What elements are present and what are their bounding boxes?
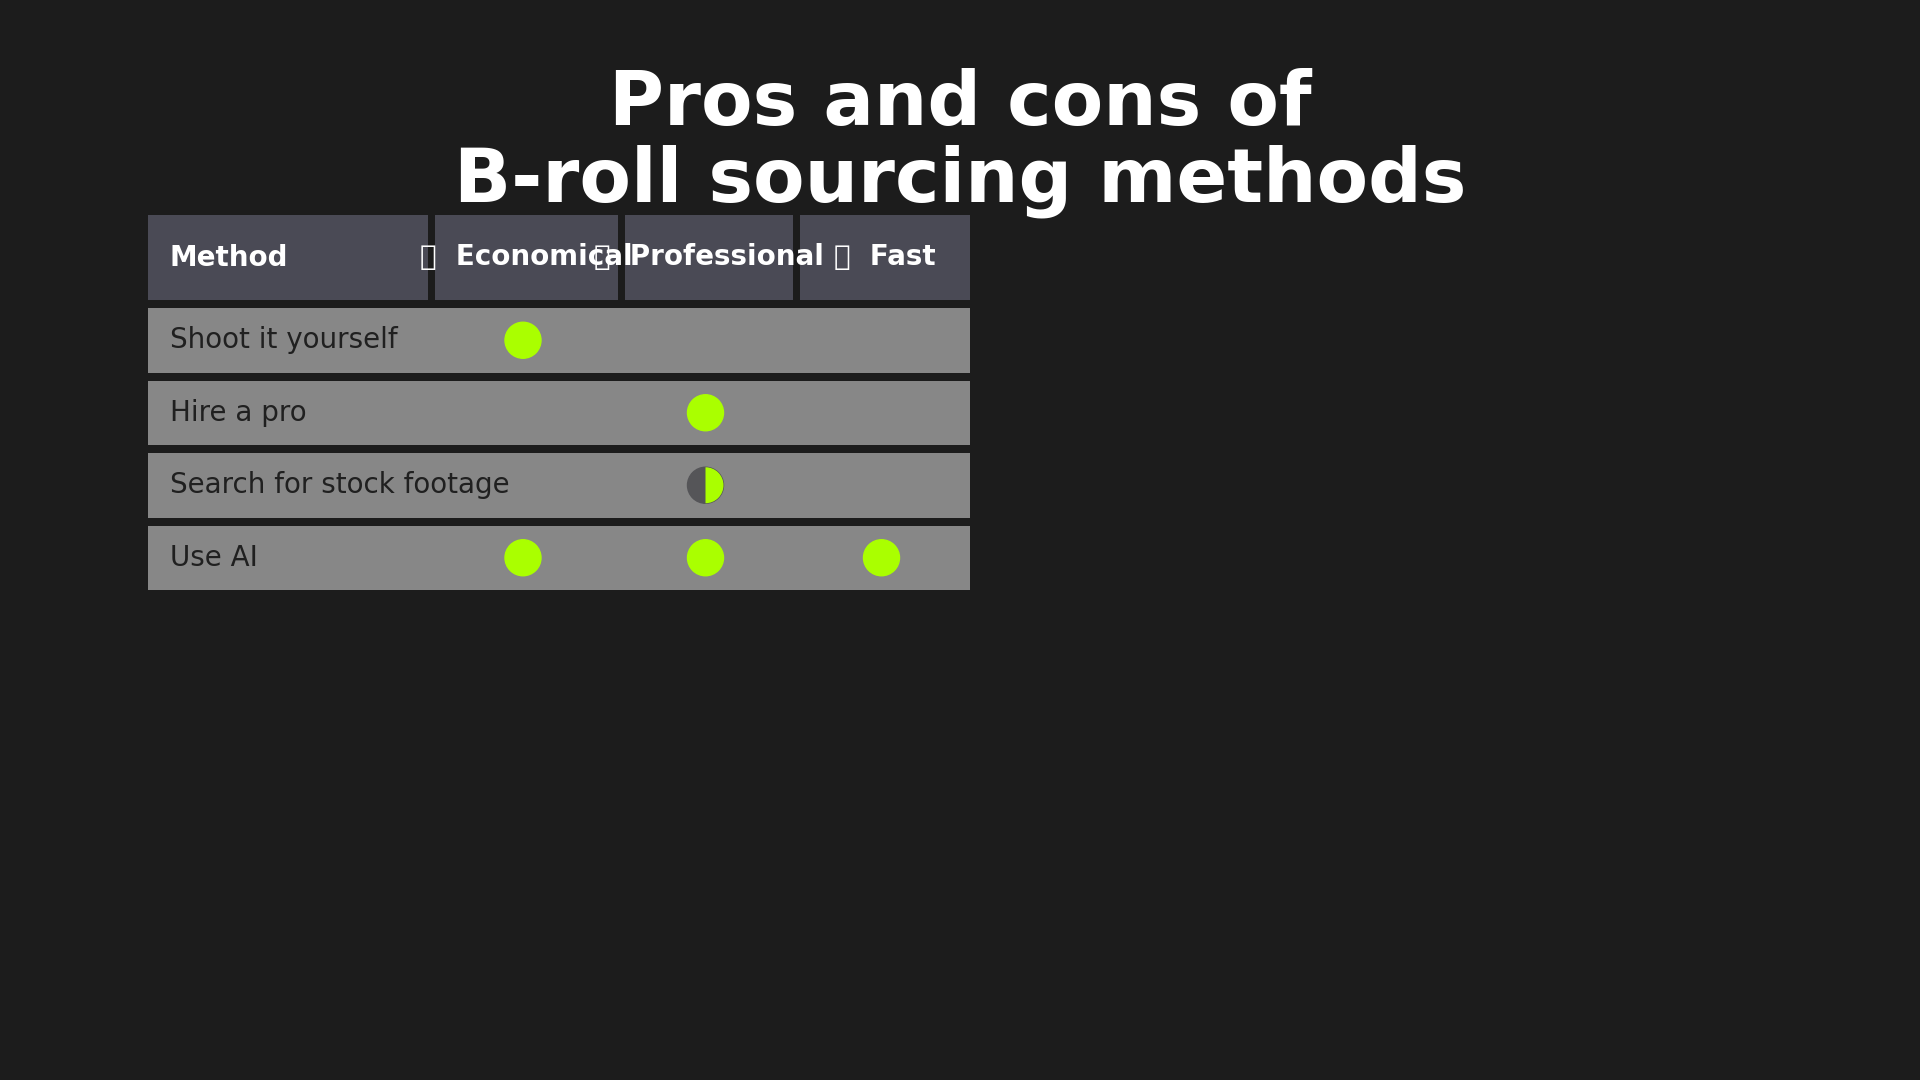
Text: Method: Method xyxy=(171,243,288,271)
Text: Use AI: Use AI xyxy=(171,543,257,571)
Text: B-roll sourcing methods: B-roll sourcing methods xyxy=(453,145,1467,218)
Bar xyxy=(626,215,793,300)
Circle shape xyxy=(864,540,899,576)
Bar xyxy=(801,215,970,300)
Bar xyxy=(148,453,970,517)
Text: 🌟  Professional: 🌟 Professional xyxy=(593,243,824,271)
Bar xyxy=(436,215,618,300)
Bar xyxy=(148,526,970,590)
Text: Shoot it yourself: Shoot it yourself xyxy=(171,326,397,354)
Circle shape xyxy=(505,540,541,576)
Text: Hire a pro: Hire a pro xyxy=(171,399,307,427)
Text: ⚽  Fast: ⚽ Fast xyxy=(833,243,935,271)
Text: Search for stock footage: Search for stock footage xyxy=(171,471,509,499)
Bar xyxy=(148,308,970,373)
Text: Pros and cons of: Pros and cons of xyxy=(609,68,1311,141)
Circle shape xyxy=(505,322,541,359)
Circle shape xyxy=(687,468,724,503)
Circle shape xyxy=(687,395,724,431)
Wedge shape xyxy=(705,468,724,503)
Bar xyxy=(148,380,970,445)
Text: 💰  Economical: 💰 Economical xyxy=(420,243,634,271)
Circle shape xyxy=(687,540,724,576)
Bar xyxy=(148,215,428,300)
